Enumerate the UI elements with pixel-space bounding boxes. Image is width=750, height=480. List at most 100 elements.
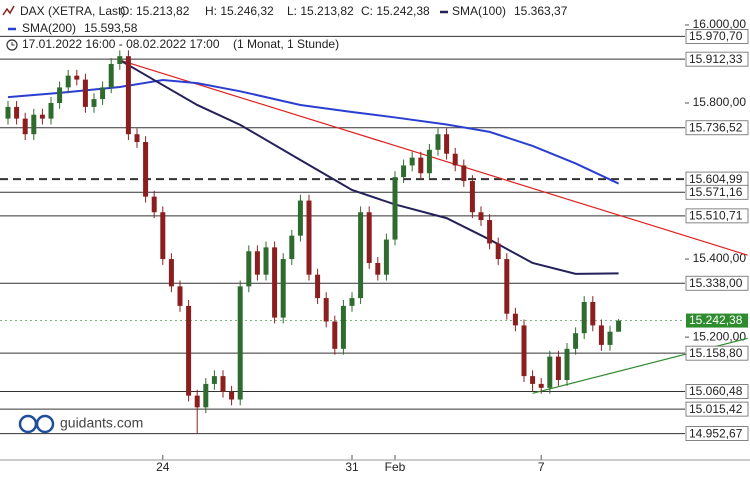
candle-body [134,134,140,143]
clock-icon [6,39,18,51]
current-price-box [686,313,748,328]
level-label-box [685,51,749,67]
low-label: L: 15.213,82 [287,4,354,18]
level-label: 15.912,33 [689,52,743,66]
candle-body [590,301,596,326]
level-label-box [685,401,749,417]
candle-body [332,321,338,349]
close-label: C: 15.242,38 [361,4,430,18]
legend-entry: SMA(100) [452,4,506,18]
candle-body [31,114,37,135]
candle-body [211,376,217,384]
candle-body [263,247,269,275]
instrument-icon [2,5,15,16]
brand-text: guidants.com [60,415,143,431]
candle-body [289,235,295,260]
level-label: 15.970,70 [689,29,743,43]
candle-body [143,142,149,197]
level-label-box [685,426,749,441]
level-label-box [685,208,749,224]
candle-body [530,376,536,384]
candle-body [452,153,458,166]
candle-body [91,99,97,107]
candle-body [39,114,45,119]
candle-body [487,220,493,244]
level-label: 15.510,71 [689,209,743,223]
candle-body [366,212,372,263]
candle-body [297,200,303,236]
header: DAX (XETRA, Last) O: 15.213,82 H: 15.246… [2,4,568,51]
candle-body [100,87,106,100]
level-label: 15.158,80 [689,346,743,360]
candle-body [220,376,226,392]
candle-body [125,56,131,135]
candle-body [469,181,475,213]
candle-body [461,165,467,182]
candles-layer [5,50,622,434]
logo-ring [35,414,55,434]
candle-body [444,134,450,154]
open-label: O: 15.213,82 [120,4,190,18]
high-label: H: 15.246,32 [205,4,274,18]
candle-body [383,239,389,275]
level-label: 15.015,42 [689,402,743,416]
candle-body [409,157,415,166]
candle-body [598,325,604,345]
candle-body [306,200,312,275]
candle-body [349,298,355,306]
candle-body [22,118,28,135]
candle-body [375,262,381,275]
candle-body [616,320,622,332]
candle-body [117,56,123,64]
candle-body [581,301,587,334]
candle-body [547,356,553,388]
candle-body [358,212,364,299]
level-label-box [685,120,749,136]
candle-body [418,157,424,174]
candle-body [564,348,570,381]
x-tick-label: 31 [345,460,359,474]
candle-body [177,286,183,306]
level-label-box [685,184,749,200]
x-tick-label: 24 [156,460,170,474]
candle-body [160,212,166,260]
level-label: 15.571,16 [689,185,743,199]
candle-body [315,274,321,299]
clock-hands [11,42,15,46]
candle-body [607,331,613,345]
x-tick-label: Feb [385,460,406,474]
candle-body [229,391,235,400]
candle-body [401,165,407,178]
level-label-box [685,384,749,399]
logo-ring [18,414,38,434]
current-price-label: 15.242,38 [689,313,743,327]
level-label-box [685,275,749,291]
candle-body [168,259,174,287]
candle-body [5,106,11,119]
candle-body [340,305,346,349]
candle-body [14,106,20,119]
candle-body [194,395,200,408]
candle-body [426,149,432,174]
brand: guidants.com [18,414,143,434]
candle-body [495,243,501,260]
y-tick-label: 15.800,00 [693,95,747,109]
candle-body [203,383,209,408]
labels-layer: 15.970,7015.912,3315.736,5215.604,9915.5… [685,29,749,441]
instrument: DAX (XETRA, Last) [20,4,125,18]
candle-body [573,333,579,349]
candle-body [82,79,88,107]
lines-layer [7,59,748,394]
candle-body [478,212,484,221]
level-label-box [685,345,749,361]
candle-body [538,383,544,388]
candle-body [65,75,71,88]
candle-body [280,259,286,318]
candle-body [272,247,278,318]
level-label-box [685,29,749,44]
trendline [119,59,748,256]
level-label: 15.736,52 [689,120,743,134]
level-label: 15.604,99 [689,172,743,186]
date-range: 17.01.2022 16:00 - 08.02.2022 17:00 [22,37,220,51]
candle-body [521,325,527,377]
